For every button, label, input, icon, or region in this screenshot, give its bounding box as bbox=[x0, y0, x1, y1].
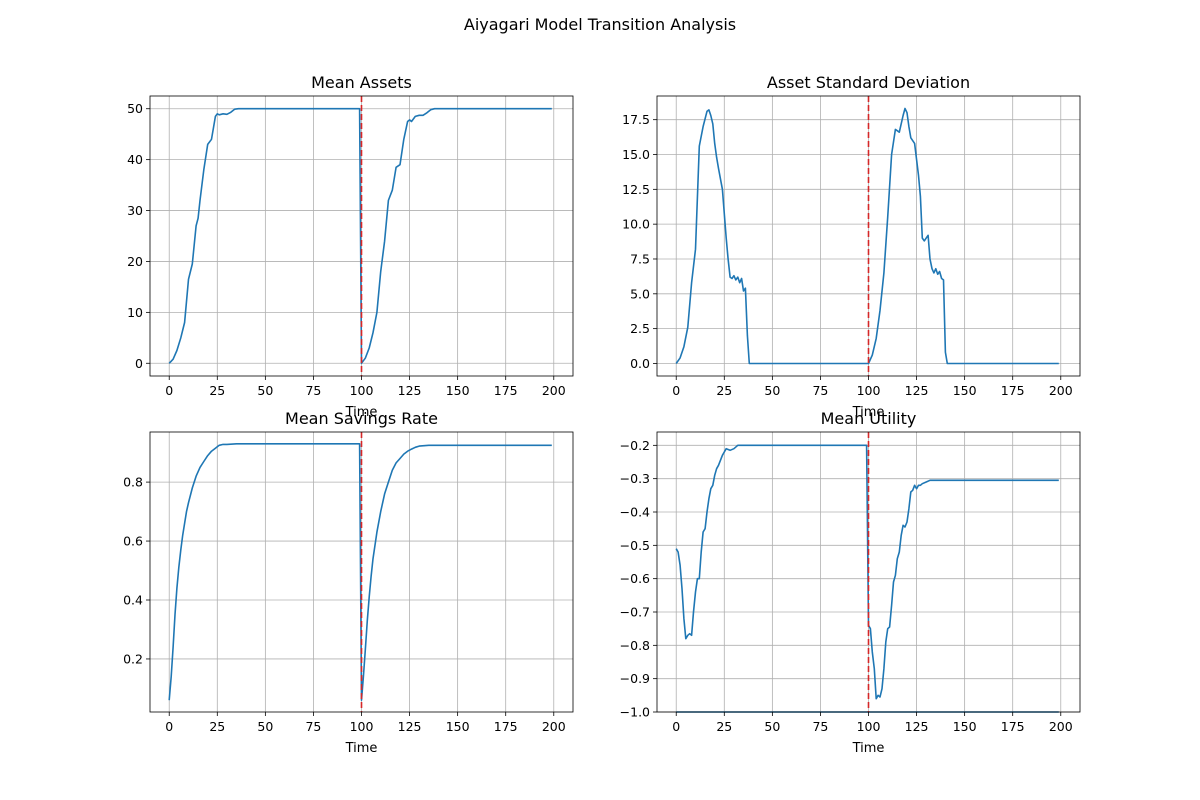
mean-assets-xtick-label: 125 bbox=[398, 383, 422, 398]
mean-assets-xtick-label: 200 bbox=[542, 383, 566, 398]
mean-utility-xtick-label: 0 bbox=[672, 719, 680, 734]
mean-assets-xtick-label: 25 bbox=[209, 383, 225, 398]
mean-assets-series-line bbox=[168, 107, 552, 365]
asset-std-series-line bbox=[675, 107, 1059, 365]
mean-savings-rate-ytick-label: 0.8 bbox=[123, 475, 143, 490]
mean-utility-ytick-label: −0.5 bbox=[620, 538, 650, 553]
asset-std-xtick-label: 125 bbox=[905, 383, 929, 398]
asset-std-ytick-label: 12.5 bbox=[622, 182, 650, 197]
mean-assets-ytick-label: 40 bbox=[127, 152, 143, 167]
asset-std-ytick-label: 17.5 bbox=[622, 112, 650, 127]
mean-utility-ytick-label: −0.6 bbox=[620, 571, 650, 586]
asset-std-title: Asset Standard Deviation bbox=[767, 73, 970, 92]
mean-savings-rate-xtick-label: 0 bbox=[165, 719, 173, 734]
mean-savings-rate-series-line bbox=[168, 442, 552, 702]
mean-savings-rate-xtick-label: 50 bbox=[257, 719, 273, 734]
mean-assets-axes: 0 25 50 75 100 125 150 175 200 0 10 20 30 40 50 Mean As… bbox=[127, 73, 574, 420]
mean-savings-rate-xlabel: Time bbox=[345, 741, 378, 756]
mean-utility-xtick-label: 100 bbox=[857, 719, 881, 734]
mean-utility-series-line bbox=[675, 444, 1059, 700]
mean-utility-xtick-label: 25 bbox=[716, 719, 732, 734]
mean-assets-xlabel: Time bbox=[345, 405, 378, 420]
mean-assets-ytick-label: 30 bbox=[127, 203, 143, 218]
mean-savings-rate-xtick-label: 75 bbox=[305, 719, 321, 734]
mean-savings-rate-ytick-label: 0.6 bbox=[123, 534, 143, 549]
mean-utility-xtick-label: 50 bbox=[764, 719, 780, 734]
asset-std-ytick-label: 2.5 bbox=[630, 321, 650, 336]
mean-assets-xtick-label: 150 bbox=[446, 383, 470, 398]
asset-std-xtick-label: 50 bbox=[764, 383, 780, 398]
asset-std-ytick-label: 5.0 bbox=[630, 286, 650, 301]
asset-std-ytick-label: 0.0 bbox=[630, 356, 650, 371]
mean-assets-ytick-label: 10 bbox=[127, 305, 143, 320]
asset-std-ytick-label: 7.5 bbox=[630, 251, 650, 266]
mean-assets-xtick-label: 0 bbox=[165, 383, 173, 398]
mean-savings-rate-axes: 0 25 50 75 100 125 150 175 200 0.2 0.4 0.6 0.8 Mean S… bbox=[123, 409, 574, 756]
mean-assets-xtick-label: 75 bbox=[305, 383, 321, 398]
asset-std-ytick-label: 15.0 bbox=[622, 147, 650, 162]
asset-std-axes: 0 25 50 75 100 125 150 175 200 0.0 2.5 5.0 7.5 10.0 12… bbox=[622, 73, 1081, 420]
mean-savings-rate-ytick-label: 0.4 bbox=[123, 593, 143, 608]
mean-assets-ytick-label: 50 bbox=[127, 101, 143, 116]
mean-assets-xtick-label: 50 bbox=[257, 383, 273, 398]
mean-utility-axes: 0 25 50 75 100 125 150 175 200 −1.0 −0.9 −0.8 −0.7 −0… bbox=[620, 409, 1081, 756]
asset-std-xtick-label: 200 bbox=[1049, 383, 1073, 398]
mean-utility-xlabel: Time bbox=[852, 741, 885, 756]
mean-utility-xtick-label: 125 bbox=[905, 719, 929, 734]
mean-savings-rate-xtick-label: 150 bbox=[446, 719, 470, 734]
mean-assets-xtick-label: 175 bbox=[494, 383, 518, 398]
asset-std-xtick-label: 0 bbox=[672, 383, 680, 398]
mean-savings-rate-xtick-label: 200 bbox=[542, 719, 566, 734]
mean-savings-rate-xtick-label: 25 bbox=[209, 719, 225, 734]
mean-utility-xtick-label: 150 bbox=[953, 719, 977, 734]
mean-savings-rate-ytick-label: 0.2 bbox=[123, 651, 143, 666]
mean-utility-xtick-label: 175 bbox=[1001, 719, 1025, 734]
mean-utility-ytick-label: −0.4 bbox=[620, 505, 650, 520]
asset-std-xtick-label: 25 bbox=[716, 383, 732, 398]
asset-std-xtick-label: 175 bbox=[1001, 383, 1025, 398]
mean-assets-ytick-label: 20 bbox=[127, 254, 143, 269]
mean-assets-title: Mean Assets bbox=[311, 73, 412, 92]
mean-utility-xtick-label: 75 bbox=[812, 719, 828, 734]
asset-std-xtick-label: 100 bbox=[857, 383, 881, 398]
mean-utility-ytick-label: −0.3 bbox=[620, 471, 650, 486]
mean-assets-ytick-label: 0 bbox=[135, 356, 143, 371]
asset-std-xtick-label: 75 bbox=[812, 383, 828, 398]
mean-savings-rate-xtick-label: 125 bbox=[398, 719, 422, 734]
asset-std-ytick-label: 10.0 bbox=[622, 217, 650, 232]
figure-suptitle: Aiyagari Model Transition Analysis bbox=[464, 15, 736, 34]
mean-utility-xtick-label: 200 bbox=[1049, 719, 1073, 734]
mean-utility-title: Mean Utility bbox=[821, 409, 917, 428]
mean-savings-rate-xtick-label: 100 bbox=[350, 719, 374, 734]
mean-assets-xtick-label: 100 bbox=[350, 383, 374, 398]
mean-utility-ytick-label: −0.9 bbox=[620, 671, 650, 686]
mean-utility-ytick-label: −0.7 bbox=[620, 605, 650, 620]
mean-utility-ytick-label: −0.8 bbox=[620, 638, 650, 653]
mean-utility-ytick-label: −1.0 bbox=[620, 705, 650, 720]
mean-savings-rate-xtick-label: 175 bbox=[494, 719, 518, 734]
mean-savings-rate-title: Mean Savings Rate bbox=[285, 409, 438, 428]
asset-std-xtick-label: 150 bbox=[953, 383, 977, 398]
asset-std-xlabel: Time bbox=[852, 405, 885, 420]
mean-utility-ytick-label: −0.2 bbox=[620, 438, 650, 453]
